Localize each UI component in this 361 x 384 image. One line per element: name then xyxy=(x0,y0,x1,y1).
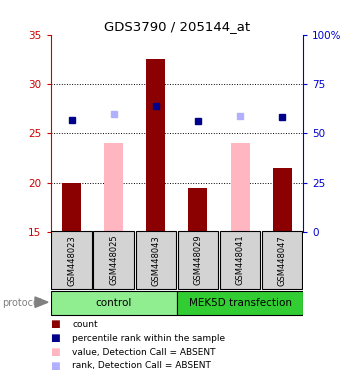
Text: count: count xyxy=(72,320,98,329)
Text: percentile rank within the sample: percentile rank within the sample xyxy=(72,334,225,343)
Bar xyxy=(177,291,303,315)
Bar xyxy=(231,143,249,232)
Text: protocol: protocol xyxy=(2,298,42,308)
Bar xyxy=(93,231,134,289)
Bar xyxy=(273,168,292,232)
Bar xyxy=(136,231,176,289)
Text: GSM448029: GSM448029 xyxy=(193,235,203,285)
Text: GSM448043: GSM448043 xyxy=(151,235,160,286)
Bar xyxy=(62,183,81,232)
Text: control: control xyxy=(96,298,132,308)
Text: GSM448025: GSM448025 xyxy=(109,235,118,285)
Bar xyxy=(188,188,208,232)
Bar xyxy=(220,231,260,289)
Title: GDS3790 / 205144_at: GDS3790 / 205144_at xyxy=(104,20,250,33)
Text: MEK5D transfection: MEK5D transfection xyxy=(188,298,292,308)
Bar xyxy=(146,59,165,232)
Text: GSM448041: GSM448041 xyxy=(236,235,244,285)
Text: rank, Detection Call = ABSENT: rank, Detection Call = ABSENT xyxy=(72,361,211,371)
Text: ■: ■ xyxy=(51,347,60,357)
Bar xyxy=(262,231,303,289)
Text: GSM448023: GSM448023 xyxy=(67,235,76,286)
Text: GSM448047: GSM448047 xyxy=(278,235,287,286)
Bar xyxy=(178,231,218,289)
Bar xyxy=(104,143,123,232)
Text: value, Detection Call = ABSENT: value, Detection Call = ABSENT xyxy=(72,348,216,357)
Text: ■: ■ xyxy=(51,333,60,343)
Polygon shape xyxy=(35,297,48,308)
Bar xyxy=(51,231,92,289)
Text: ■: ■ xyxy=(51,361,60,371)
Text: ■: ■ xyxy=(51,319,60,329)
Bar xyxy=(51,291,177,315)
